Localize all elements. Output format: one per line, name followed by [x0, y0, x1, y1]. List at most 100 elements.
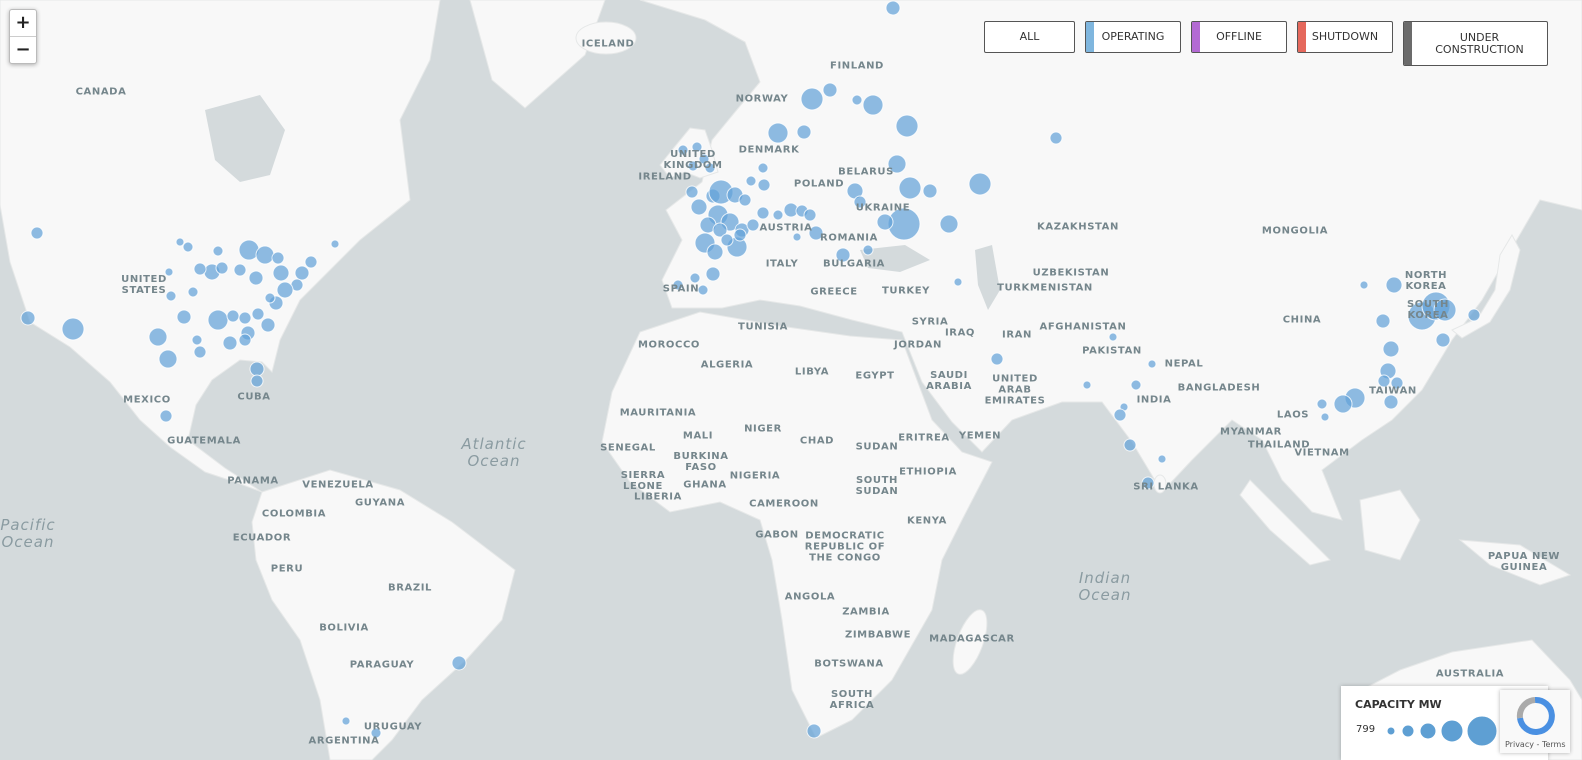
plant-marker[interactable]: [271, 251, 285, 265]
plant-marker[interactable]: [733, 228, 747, 242]
plant-marker[interactable]: [745, 175, 757, 187]
plant-marker[interactable]: [835, 247, 851, 263]
plant-marker[interactable]: [207, 309, 229, 331]
plant-marker[interactable]: [767, 122, 789, 144]
plant-marker[interactable]: [1320, 412, 1330, 422]
plant-marker[interactable]: [738, 193, 752, 207]
plant-marker[interactable]: [689, 272, 701, 284]
plant-marker[interactable]: [939, 214, 959, 234]
plant-marker[interactable]: [968, 172, 992, 196]
plant-marker[interactable]: [30, 226, 44, 240]
plant-marker[interactable]: [233, 263, 247, 277]
plant-marker[interactable]: [330, 239, 340, 249]
recaptcha-links[interactable]: Privacy - Terms: [1505, 740, 1566, 749]
plant-marker[interactable]: [451, 655, 467, 671]
filter-button[interactable]: ALL: [984, 21, 1075, 53]
plant-marker[interactable]: [922, 183, 938, 199]
plant-marker[interactable]: [898, 176, 922, 200]
plant-marker[interactable]: [757, 178, 771, 192]
plant-marker[interactable]: [1377, 374, 1391, 388]
plant-marker[interactable]: [796, 124, 812, 140]
plant-marker[interactable]: [148, 327, 168, 347]
filter-button[interactable]: OPERATING: [1085, 21, 1181, 53]
plant-marker[interactable]: [238, 333, 252, 347]
plant-marker[interactable]: [182, 241, 194, 253]
plant-marker[interactable]: [853, 195, 867, 209]
plant-marker[interactable]: [720, 233, 734, 247]
plant-marker[interactable]: [1147, 359, 1157, 369]
plant-marker[interactable]: [255, 245, 275, 265]
plant-marker[interactable]: [691, 141, 703, 153]
plant-marker[interactable]: [757, 162, 769, 174]
plant-marker[interactable]: [226, 309, 240, 323]
plant-marker[interactable]: [176, 309, 192, 325]
plant-marker[interactable]: [698, 153, 710, 165]
plant-marker[interactable]: [159, 409, 173, 423]
plant-marker[interactable]: [792, 232, 802, 242]
plant-marker[interactable]: [238, 311, 252, 325]
plant-marker[interactable]: [158, 349, 178, 369]
plant-marker[interactable]: [746, 218, 760, 232]
plant-marker[interactable]: [1333, 394, 1353, 414]
plant-marker[interactable]: [885, 0, 901, 16]
plant-marker[interactable]: [704, 162, 716, 174]
plant-marker[interactable]: [1390, 376, 1404, 390]
plant-marker[interactable]: [1082, 380, 1092, 390]
plant-marker[interactable]: [772, 209, 784, 221]
plant-marker[interactable]: [1375, 313, 1391, 329]
plant-marker[interactable]: [1435, 332, 1451, 348]
plant-marker[interactable]: [706, 243, 724, 261]
plant-marker[interactable]: [806, 723, 822, 739]
plant-marker[interactable]: [895, 114, 919, 138]
plant-marker[interactable]: [272, 264, 290, 282]
plant-marker[interactable]: [164, 267, 174, 277]
zoom-out[interactable]: −: [10, 36, 36, 63]
plant-marker[interactable]: [251, 307, 265, 321]
plant-marker[interactable]: [222, 335, 238, 351]
plant-marker[interactable]: [800, 87, 824, 111]
filter-button[interactable]: SHUTDOWN: [1297, 21, 1393, 53]
plant-marker[interactable]: [1382, 340, 1400, 358]
plant-marker[interactable]: [250, 374, 264, 388]
zoom-in[interactable]: +: [15, 12, 31, 33]
plant-marker[interactable]: [260, 317, 276, 333]
plant-marker[interactable]: [808, 225, 824, 241]
plant-marker[interactable]: [690, 198, 708, 216]
plant-marker[interactable]: [187, 286, 199, 298]
plant-marker[interactable]: [1467, 308, 1481, 322]
plant-marker[interactable]: [803, 208, 817, 222]
plant-marker[interactable]: [876, 213, 894, 231]
plant-marker[interactable]: [341, 716, 351, 726]
plant-marker[interactable]: [1113, 408, 1127, 422]
plant-marker[interactable]: [1141, 476, 1155, 490]
plant-marker[interactable]: [1108, 332, 1118, 342]
plant-marker[interactable]: [1130, 379, 1142, 391]
plant-marker[interactable]: [193, 262, 207, 276]
plant-marker[interactable]: [191, 334, 203, 346]
plant-marker[interactable]: [672, 279, 684, 291]
plant-marker[interactable]: [822, 82, 838, 98]
plant-marker[interactable]: [248, 270, 264, 286]
plant-marker[interactable]: [685, 185, 699, 199]
plant-marker[interactable]: [193, 345, 207, 359]
filter-button[interactable]: UNDER CONSTRUCTION: [1403, 21, 1548, 66]
plant-marker[interactable]: [712, 222, 728, 238]
plant-marker[interactable]: [953, 277, 963, 287]
plant-marker[interactable]: [1383, 394, 1399, 410]
plant-marker[interactable]: [264, 292, 276, 304]
plant-marker[interactable]: [1385, 276, 1403, 294]
plant-marker[interactable]: [677, 144, 689, 156]
plant-marker[interactable]: [165, 290, 177, 302]
plant-marker[interactable]: [990, 352, 1004, 366]
plant-marker[interactable]: [294, 265, 310, 281]
plant-marker[interactable]: [1359, 280, 1369, 290]
plant-marker[interactable]: [215, 261, 229, 275]
plant-marker[interactable]: [20, 310, 36, 326]
plant-marker[interactable]: [61, 317, 85, 341]
plant-marker[interactable]: [862, 94, 884, 116]
plant-marker[interactable]: [212, 245, 224, 257]
plant-marker[interactable]: [1123, 438, 1137, 452]
plant-marker[interactable]: [370, 727, 382, 739]
plant-marker[interactable]: [851, 94, 863, 106]
